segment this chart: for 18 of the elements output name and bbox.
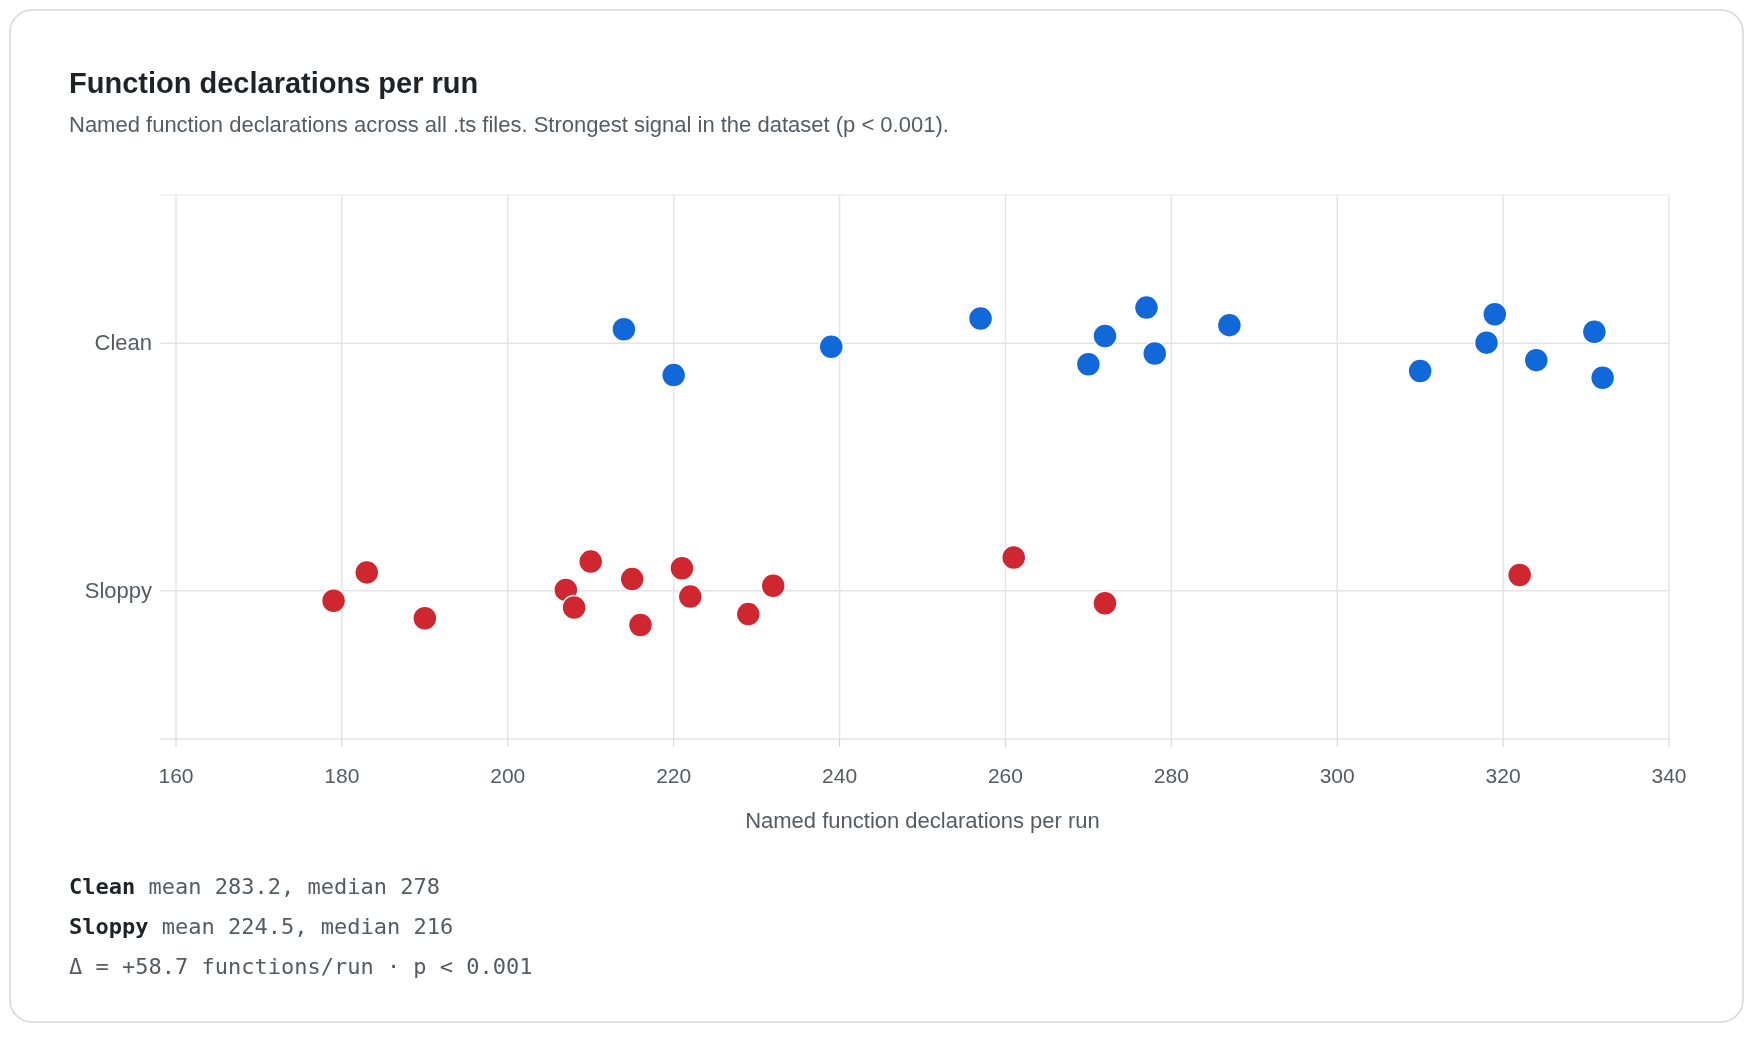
text: Sloppy mean 224.5, median 216 (69, 914, 454, 939)
y-tick-label: Clean (94, 330, 152, 356)
text: Δ = +58.7 functions/run · p < 0.001 (69, 954, 533, 979)
x-tick-label: 240 (822, 764, 858, 787)
chart-title: Function declarations per run (69, 67, 479, 99)
x-tick-label: 340 (1651, 764, 1687, 787)
x-tick-label: 320 (1485, 764, 1521, 787)
y-tick-label: Sloppy (84, 577, 152, 603)
x-tick-label: 300 (1319, 764, 1355, 787)
x-tick-label: 200 (490, 764, 526, 787)
chart-subtitle: Named function declarations across all .ts files. Strongest signal in the dataset (p < 0.001). (69, 112, 949, 137)
x-axis-title: Named function declarations per run (745, 808, 1100, 833)
x-tick-label: 220 (656, 764, 692, 787)
x-tick-label: 260 (987, 764, 1023, 787)
x-tick-label: 160 (158, 764, 194, 787)
x-tick-label: 280 (1153, 764, 1189, 787)
x-tick-label: 180 (324, 764, 360, 787)
text: Clean mean 283.2, median 278 (69, 874, 440, 899)
